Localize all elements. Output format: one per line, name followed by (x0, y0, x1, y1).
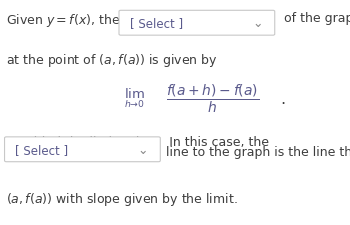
Text: $(a, f(a))$ with slope given by the limit.: $(a, f(a))$ with slope given by the limi… (6, 190, 238, 207)
Text: ⌄: ⌄ (252, 17, 262, 30)
Text: provided the limit exists.  In this case, the: provided the limit exists. In this case,… (6, 135, 269, 148)
Text: $\dfrac{f(a+h)-f(a)}{h}$: $\dfrac{f(a+h)-f(a)}{h}$ (166, 82, 260, 114)
FancyBboxPatch shape (5, 137, 160, 162)
Text: at the point of $(a, f(a))$ is given by: at the point of $(a, f(a))$ is given by (6, 52, 218, 69)
Text: Given $y = f(x)$, the: Given $y = f(x)$, the (6, 12, 121, 29)
Text: .: . (280, 91, 285, 106)
Text: $\lim_{h\to 0}$: $\lim_{h\to 0}$ (124, 87, 145, 110)
Text: line to the graph is the line through: line to the graph is the line through (166, 145, 350, 158)
Text: ⌄: ⌄ (138, 143, 148, 156)
Text: of the graph: of the graph (284, 12, 350, 25)
FancyBboxPatch shape (119, 11, 275, 36)
Text: [ Select ]: [ Select ] (130, 17, 183, 30)
Text: [ Select ]: [ Select ] (15, 143, 68, 156)
